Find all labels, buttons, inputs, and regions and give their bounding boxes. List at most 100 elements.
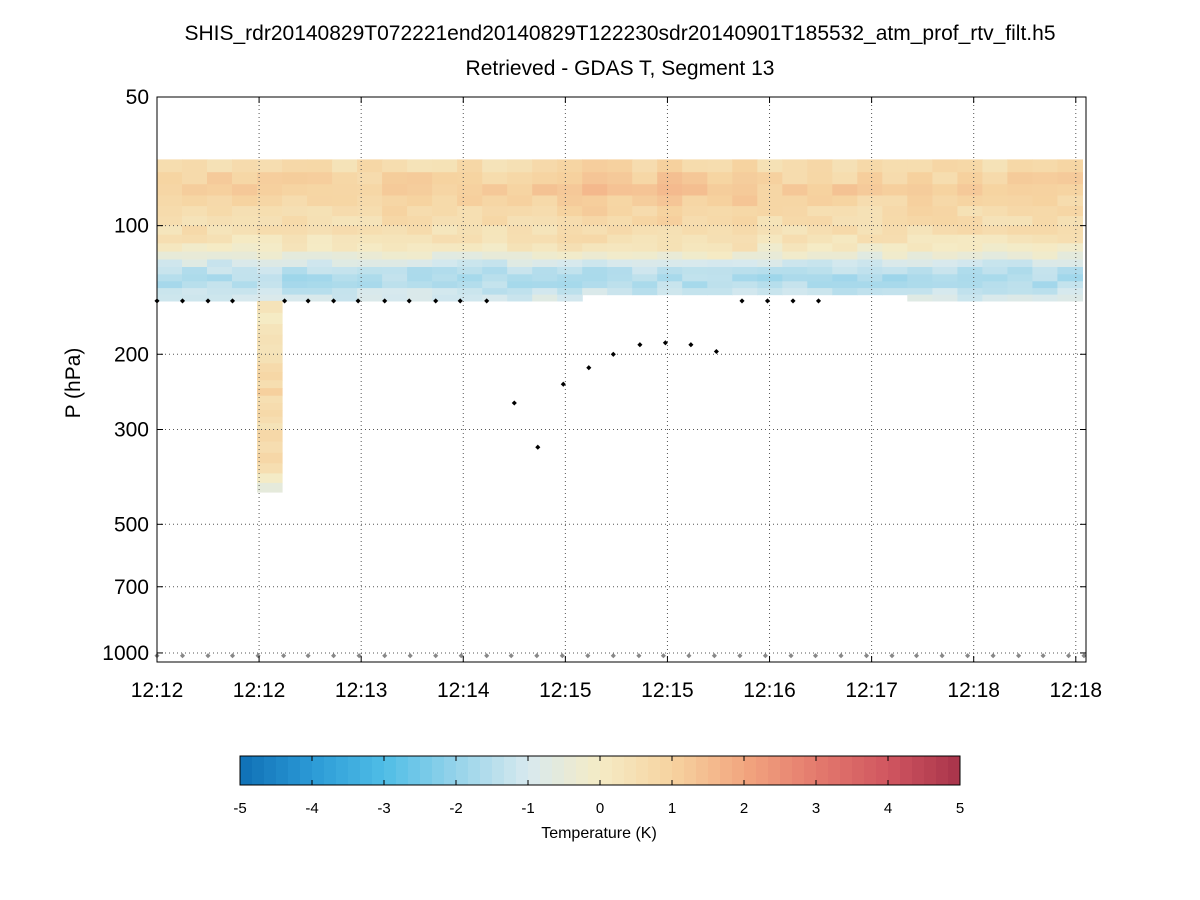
tropopause-point xyxy=(688,342,694,348)
heatmap-cell xyxy=(1007,234,1033,244)
heatmap-cell xyxy=(1032,172,1058,185)
heatmap-cell xyxy=(257,482,283,493)
colorbar-swatch xyxy=(492,756,505,785)
heatmap-cell xyxy=(957,281,983,289)
surface-point xyxy=(407,653,413,659)
heatmap-cell xyxy=(357,195,383,207)
heatmap-cell xyxy=(157,281,183,289)
heatmap-cell xyxy=(857,251,883,261)
heatmap-cell xyxy=(507,274,533,282)
heatmap-cell xyxy=(532,251,558,261)
colorbar-swatch xyxy=(408,756,421,785)
tropopause-point xyxy=(586,365,592,371)
heatmap-cell xyxy=(657,259,683,268)
heatmap-cell xyxy=(432,267,458,275)
heatmap-cell xyxy=(682,259,708,268)
heatmap-cell xyxy=(632,216,658,227)
heatmap-cell xyxy=(307,274,333,282)
heatmap-cell xyxy=(432,243,458,253)
heatmap-cell xyxy=(632,288,658,296)
heatmap-cell xyxy=(782,172,808,185)
heatmap-cell xyxy=(882,274,908,282)
y-tick-label: 700 xyxy=(114,576,149,599)
heatmap-cell xyxy=(732,184,758,197)
heatmap-cell xyxy=(182,159,208,173)
heatmap-cell xyxy=(282,172,308,185)
heatmap-cell xyxy=(257,388,283,397)
heatmap-cell xyxy=(1007,216,1033,227)
heatmap-cell xyxy=(1032,159,1058,173)
tropopause-point xyxy=(282,298,288,304)
heatmap-cell xyxy=(632,225,658,236)
heatmap-cell xyxy=(832,274,858,282)
heatmap-cell xyxy=(457,225,483,236)
heatmap-cell xyxy=(807,159,833,173)
heatmap-cell xyxy=(782,216,808,227)
heatmap-cell xyxy=(357,259,383,268)
heatmap-cell xyxy=(607,206,633,217)
heatmap-cell xyxy=(807,225,833,236)
colorbar-swatch xyxy=(264,756,277,785)
heatmap-cell xyxy=(232,195,258,207)
heatmap-cell xyxy=(882,172,908,185)
heatmap-cell xyxy=(407,172,433,185)
heatmap-cell xyxy=(507,159,533,173)
heatmap-cell xyxy=(1032,294,1058,302)
heatmap-cell xyxy=(532,243,558,253)
heatmap-cell xyxy=(207,267,233,275)
heatmap-cell xyxy=(607,234,633,244)
heatmap-cell xyxy=(1007,206,1033,217)
heatmap-cell xyxy=(557,267,583,275)
heatmap-cell xyxy=(257,452,283,464)
tropopause-point xyxy=(457,298,463,304)
tropopause-point xyxy=(790,298,796,304)
heatmap-cell xyxy=(932,206,958,217)
heatmap-cell xyxy=(207,259,233,268)
heatmap-cell xyxy=(582,251,608,261)
heatmap-cell xyxy=(857,281,883,289)
heatmap-cell xyxy=(457,195,483,207)
heatmap-cell xyxy=(1007,195,1033,207)
heatmap-cell xyxy=(632,267,658,275)
heatmap-cell xyxy=(757,206,783,217)
heatmap-cell xyxy=(282,195,308,207)
heatmap-cell xyxy=(307,243,333,253)
heatmap-cell xyxy=(182,294,208,302)
heatmap-cell xyxy=(607,281,633,289)
heatmap-cell xyxy=(882,159,908,173)
heatmap-cell xyxy=(507,288,533,296)
chart-title: SHIS_rdr20140829T072221end20140829T12223… xyxy=(184,22,1055,45)
heatmap-cell xyxy=(682,172,708,185)
heatmap-cell xyxy=(232,225,258,236)
heatmap-cell xyxy=(757,216,783,227)
heatmap-cell xyxy=(332,172,358,185)
colorbar-swatch xyxy=(300,756,313,785)
heatmap-cell xyxy=(882,184,908,197)
colorbar-swatch xyxy=(828,756,841,785)
heatmap-cell xyxy=(657,159,683,173)
colorbar-swatch xyxy=(456,756,469,785)
heatmap-cell xyxy=(482,234,508,244)
surface-point xyxy=(179,653,186,659)
heatmap-cell xyxy=(257,410,283,418)
heatmap-cell xyxy=(532,159,558,173)
heatmap-cell xyxy=(807,274,833,282)
heatmap-cell xyxy=(1007,294,1033,302)
heatmap-cell xyxy=(832,251,858,261)
heatmap-cell xyxy=(1057,234,1083,244)
heatmap-cell xyxy=(257,395,283,404)
heatmap-cell xyxy=(782,184,808,197)
heatmap-cell xyxy=(757,274,783,282)
heatmap-cell xyxy=(857,274,883,282)
heatmap-cell xyxy=(282,243,308,253)
heatmap-cell xyxy=(432,172,458,185)
colorbar-swatch xyxy=(936,756,949,785)
colorbar-swatch xyxy=(600,756,613,785)
heatmap-cell xyxy=(682,184,708,197)
heatmap-cell xyxy=(757,225,783,236)
heatmap-cell xyxy=(1007,288,1033,296)
heatmap-cell xyxy=(507,216,533,227)
surface-point xyxy=(205,653,211,659)
heatmap-cell xyxy=(532,288,558,296)
heatmap-cell xyxy=(957,243,983,253)
